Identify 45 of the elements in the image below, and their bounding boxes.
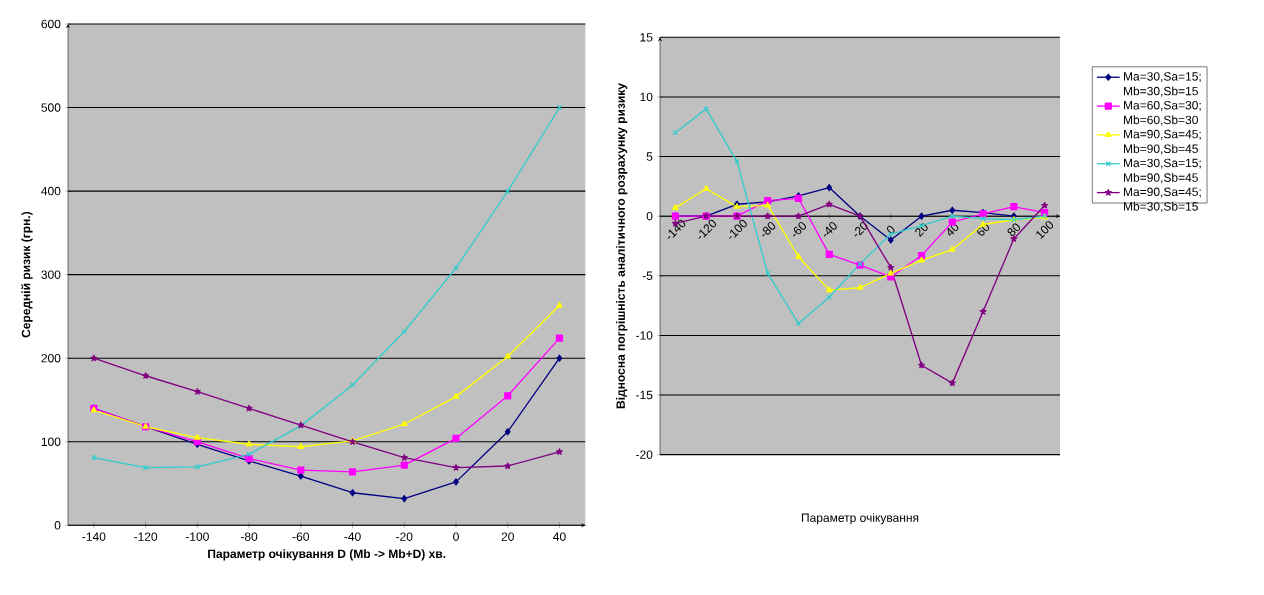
- x-tick-label: 100: [1036, 221, 1054, 240]
- legend-label: Ma=60,Sa=30; Mb=60,Sb=30: [1124, 101, 1201, 126]
- y-tick-label: 0: [54, 521, 61, 530]
- y-tick-label: 600: [41, 19, 61, 29]
- legend-label: Ma=30,Sa=15; Mb=30,Sb=15: [1124, 72, 1201, 97]
- x-tick-label: -120: [698, 219, 717, 239]
- x-tick-label: 0: [453, 532, 459, 542]
- y-tick-label: -5: [642, 271, 653, 281]
- x-tick-label: 80: [1007, 223, 1020, 237]
- x-axis-title: Параметр очікування D (Mb -> Mb+D) хв.: [208, 549, 446, 561]
- x-tick-label: -100: [729, 219, 747, 239]
- x-tick-label: -140: [82, 532, 106, 542]
- legend-label: Ma=90,Sa=45; Mb=90,Sb=45: [1124, 130, 1201, 155]
- y-axis-title: Середній ризик (грн.): [21, 212, 33, 338]
- x-tick-label: -40: [344, 532, 361, 542]
- y-tick-label: 5: [646, 152, 653, 161]
- y-tick-label: -10: [636, 331, 653, 340]
- x-tick-label: 0: [886, 226, 895, 234]
- x-tick-label: -60: [292, 532, 310, 542]
- y-tick-label: 0: [646, 212, 653, 221]
- y-tick-label: 100: [41, 437, 61, 447]
- x-tick-label: -120: [134, 532, 158, 542]
- x-tick-label: -100: [185, 532, 209, 542]
- y-tick-label: 15: [640, 33, 653, 42]
- x-tick-label: 40: [553, 532, 566, 542]
- y-axis-title: Відносна погрішність аналітичного розрахунку ризику: [616, 83, 628, 409]
- x-tick-label: -20: [854, 222, 868, 237]
- y-tick-label: -15: [636, 391, 653, 400]
- x-tick-label: -80: [240, 532, 258, 542]
- x-tick-label: -20: [396, 532, 413, 542]
- legend-label: Ma=90,Sa=45; Mb=30,Sb=15: [1124, 187, 1201, 213]
- y-tick-label: 300: [41, 270, 61, 280]
- y-tick-label: 10: [640, 92, 653, 102]
- legend-label: Ma=30,Sa=15; Mb=90,Sb=45: [1124, 158, 1201, 184]
- x-tick-label: -40: [823, 222, 837, 237]
- x-tick-label: -140: [667, 219, 686, 239]
- x-axis-title: Параметр очікування: [801, 513, 919, 525]
- x-tick-label: 20: [501, 532, 514, 542]
- x-tick-label: 20: [915, 223, 928, 238]
- y-tick-label: 500: [41, 103, 61, 112]
- y-tick-label: 200: [41, 354, 61, 363]
- y-tick-label: -20: [636, 450, 653, 460]
- x-tick-label: -60: [793, 222, 807, 237]
- x-tick-label: -80: [762, 222, 776, 237]
- y-tick-label: 400: [41, 187, 61, 196]
